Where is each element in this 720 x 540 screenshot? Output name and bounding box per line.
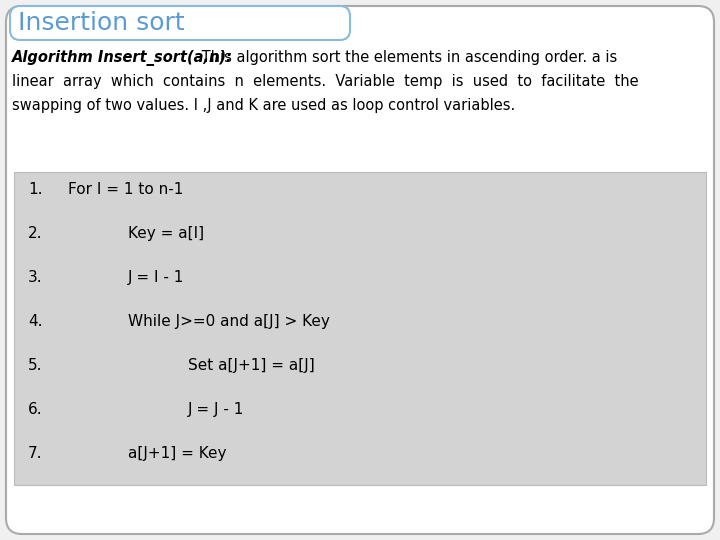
Text: 2.: 2.	[28, 226, 42, 241]
Text: For I = 1 to n-1: For I = 1 to n-1	[68, 182, 184, 197]
Text: 7.: 7.	[28, 446, 42, 461]
Text: linear  array  which  contains  n  elements.  Variable  temp  is  used  to  faci: linear array which contains n elements. …	[12, 74, 639, 89]
Text: 3.: 3.	[28, 270, 42, 285]
Text: This algorithm sort the elements in ascending order. a is: This algorithm sort the elements in asce…	[197, 50, 617, 65]
Text: 1.: 1.	[28, 182, 42, 197]
FancyBboxPatch shape	[6, 6, 714, 534]
Text: 5.: 5.	[28, 358, 42, 373]
Text: 4.: 4.	[28, 314, 42, 329]
Text: J = I - 1: J = I - 1	[128, 270, 184, 285]
Text: Insertion sort: Insertion sort	[18, 11, 184, 35]
Text: While J>=0 and a[J] > Key: While J>=0 and a[J] > Key	[128, 314, 330, 329]
Text: Algorithm Insert_sort(a,n):: Algorithm Insert_sort(a,n):	[12, 50, 233, 66]
Text: Set a[J+1] = a[J]: Set a[J+1] = a[J]	[188, 358, 315, 373]
Text: a[J+1] = Key: a[J+1] = Key	[128, 446, 227, 461]
FancyBboxPatch shape	[14, 172, 706, 485]
Text: J = J - 1: J = J - 1	[188, 402, 244, 417]
FancyBboxPatch shape	[10, 6, 350, 40]
Text: Key = a[I]: Key = a[I]	[128, 226, 204, 241]
Text: 6.: 6.	[28, 402, 42, 417]
Text: swapping of two values. I ,J and K are used as loop control variables.: swapping of two values. I ,J and K are u…	[12, 98, 516, 113]
